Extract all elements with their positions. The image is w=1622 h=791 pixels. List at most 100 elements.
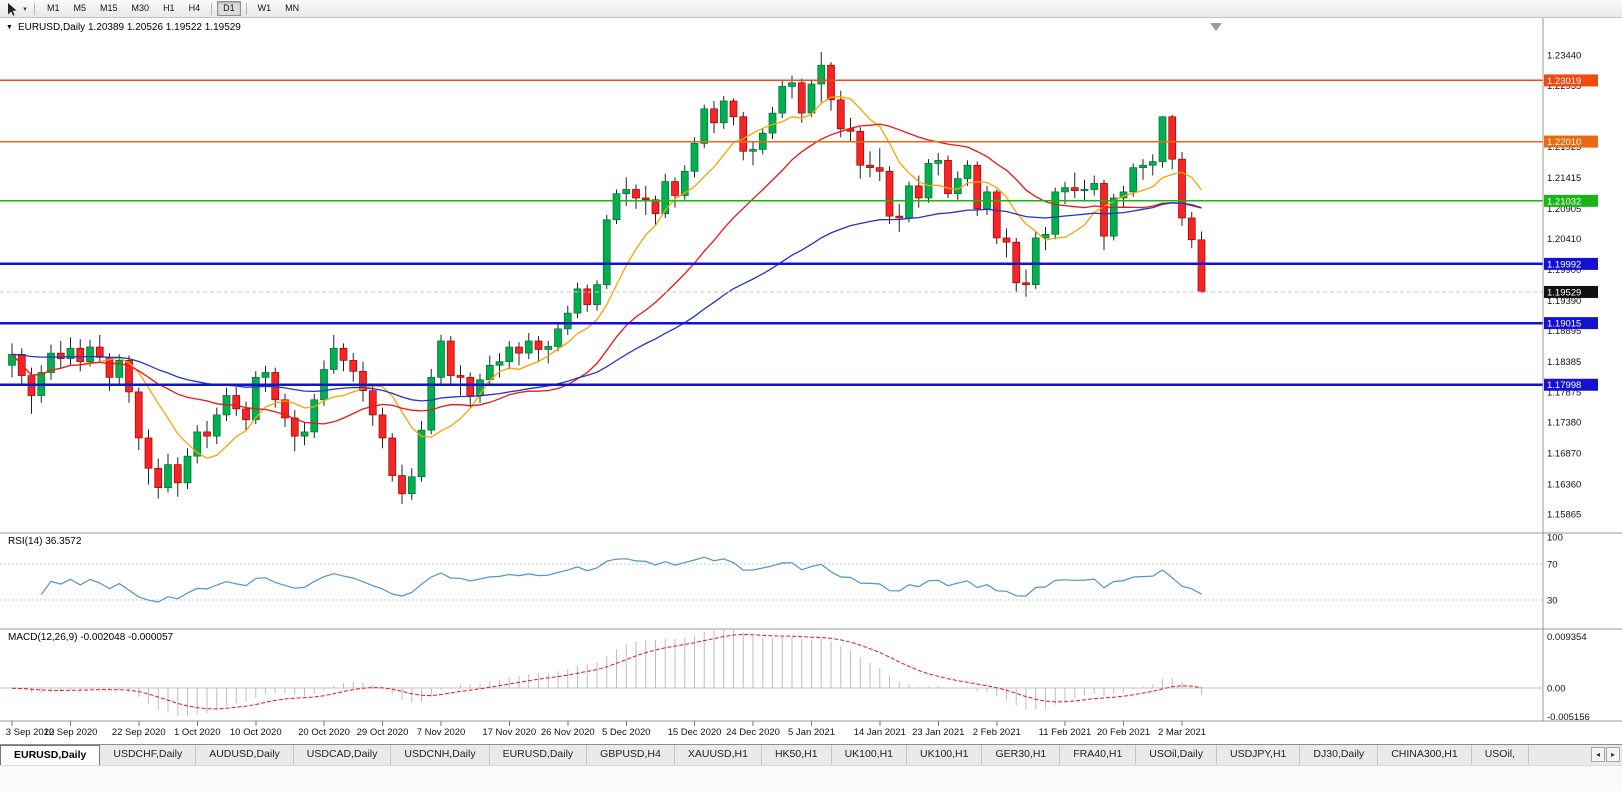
macd-pane (11, 630, 1202, 717)
svg-text:7 Nov 2020: 7 Nov 2020 (417, 727, 466, 738)
svg-text:1.16870: 1.16870 (1547, 449, 1581, 460)
top-toolbar: ▾ M1 M5 M15 M30 H1 H4 D1 W1 MN (0, 0, 1622, 18)
price-badge (1544, 378, 1598, 391)
chart-tab-gbpusd-h4[interactable]: GBPUSD,H4 (587, 745, 675, 765)
svg-text:1.18895: 1.18895 (1547, 326, 1581, 337)
svg-text:1.19529: 1.19529 (1547, 287, 1581, 298)
price-badge (1544, 257, 1598, 270)
svg-text:1.21032: 1.21032 (1547, 196, 1581, 207)
tab-scroll-left-button[interactable]: ◂ (1591, 747, 1605, 762)
svg-text:1.17875: 1.17875 (1547, 388, 1581, 399)
svg-text:14 Jan 2021: 14 Jan 2021 (854, 727, 906, 738)
svg-text:1.23440: 1.23440 (1547, 50, 1581, 61)
collapse-triangle-icon[interactable]: ▼ (6, 24, 13, 31)
candles-group (8, 51, 1206, 505)
macd-signal-line (11, 633, 1202, 710)
svg-text:26 Nov 2020: 26 Nov 2020 (541, 727, 595, 738)
ohlc-text: EURUSD,Daily 1.20389 1.20526 1.19522 1.1… (17, 22, 241, 33)
svg-text:1.21415: 1.21415 (1547, 173, 1581, 184)
svg-text:1.19900: 1.19900 (1547, 265, 1581, 276)
chart-tab-china300-h1[interactable]: CHINA300,H1 (1378, 745, 1472, 765)
svg-text:1.19015: 1.19015 (1547, 319, 1581, 330)
timeframe-M5-button[interactable]: M5 (68, 1, 93, 16)
chart-tab-eurusd-daily[interactable]: EURUSD,Daily (0, 745, 101, 765)
timeframe-M1-button[interactable]: M1 (41, 1, 66, 16)
timeframe-H4-button[interactable]: H4 (183, 1, 207, 16)
svg-text:1.22010: 1.22010 (1547, 137, 1581, 148)
svg-text:29 Oct 2020: 29 Oct 2020 (357, 727, 409, 738)
svg-text:20 Feb 2021: 20 Feb 2021 (1097, 727, 1150, 738)
chart-window[interactable]: 1.23440 1.22935 1.21925 1.21415 1.20905 1.204… (0, 18, 1622, 744)
timeframe-D1-button[interactable]: D1 (217, 1, 241, 16)
rsi-axis-labels: 100 70 30 (1547, 533, 1563, 607)
price-badge (1544, 74, 1598, 87)
svg-text:1.22935: 1.22935 (1547, 81, 1581, 92)
tab-scroll-right-button[interactable]: ▸ (1606, 747, 1620, 762)
chart-tab-audusd-daily[interactable]: AUDUSD,Daily (196, 745, 294, 765)
svg-text:11 Feb 2021: 11 Feb 2021 (1039, 727, 1092, 738)
ma-fast-line (11, 96, 1203, 459)
rsi-line (40, 556, 1202, 603)
chart-ohlc-info[interactable]: ▼ EURUSD,Daily 1.20389 1.20526 1.19522 1… (6, 22, 241, 33)
svg-text:1.18385: 1.18385 (1547, 357, 1581, 368)
timeframe-M30-button[interactable]: M30 (126, 1, 156, 16)
chart-tab-xauusd-h1[interactable]: XAUUSD,H1 (675, 745, 762, 765)
chart-tabs: EURUSD,Daily USDCHF,Daily AUDUSD,Daily USDC… (0, 745, 1622, 765)
svg-text:1.15865: 1.15865 (1547, 510, 1581, 521)
timeframe-M15-button[interactable]: M15 (94, 1, 124, 16)
svg-text:30: 30 (1547, 596, 1558, 607)
macd-axis-labels: 0.009354 0.00 -0.005156 (1547, 632, 1590, 723)
status-strip (0, 765, 1622, 791)
main-price-pane (8, 51, 1206, 505)
chart-tab-usdcnh-daily[interactable]: USDCNH,Daily (391, 745, 490, 765)
svg-text:0.00: 0.00 (1547, 684, 1566, 695)
svg-text:1.21925: 1.21925 (1547, 142, 1581, 153)
svg-text:22 Sep 2020: 22 Sep 2020 (112, 727, 166, 738)
chart-tab-usdchf-daily[interactable]: USDCHF,Daily (100, 745, 197, 765)
svg-text:0.009354: 0.009354 (1547, 632, 1587, 643)
timeframe-button-group: M1 M5 M15 M30 H1 H4 D1 W1 MN (40, 1, 306, 16)
svg-text:1.19390: 1.19390 (1547, 296, 1581, 307)
chart-tab-eurusd-daily[interactable]: EURUSD,Daily (490, 745, 588, 765)
dropdown-caret-icon[interactable]: ▾ (23, 5, 27, 13)
timeframe-H1-button[interactable]: H1 (157, 1, 181, 16)
chart-tab-fra40-h1[interactable]: FRA40,H1 (1060, 745, 1137, 765)
cursor-pointer-icon[interactable] (4, 1, 20, 16)
chart-tab-uk100-h1[interactable]: UK100,H1 (832, 745, 908, 765)
chart-tab-hk50-h1[interactable]: HK50,H1 (762, 745, 832, 765)
svg-text:70: 70 (1547, 560, 1558, 571)
svg-text:2 Feb 2021: 2 Feb 2021 (973, 727, 1021, 738)
toolbar-separator (245, 2, 247, 15)
rsi-pane (40, 556, 1202, 603)
chart-tab-dj30-daily[interactable]: DJ30,Daily (1300, 745, 1379, 765)
chart-tab-bar: EURUSD,Daily USDCHF,Daily AUDUSD,Daily USDC… (0, 744, 1622, 765)
svg-text:20 Oct 2020: 20 Oct 2020 (298, 727, 350, 738)
price-chart-canvas[interactable]: 1.23440 1.22935 1.21925 1.21415 1.20905 1.204… (0, 18, 1622, 744)
chart-tab-usdjpy-h1[interactable]: USDJPY,H1 (1217, 745, 1301, 765)
svg-text:1.20905: 1.20905 (1547, 204, 1581, 215)
timeframe-W1-button[interactable]: W1 (252, 1, 278, 16)
chart-tab-usoil-[interactable]: USOil, (1472, 745, 1530, 765)
price-axis-labels: 1.23440 1.22935 1.21925 1.21415 1.20905 1.204… (1547, 50, 1581, 520)
chart-shift-marker-icon[interactable] (1210, 23, 1222, 31)
chart-tab-usoil-daily[interactable]: USOil,Daily (1136, 745, 1217, 765)
svg-text:24 Dec 2020: 24 Dec 2020 (726, 727, 780, 738)
svg-text:1.20410: 1.20410 (1547, 234, 1581, 245)
svg-text:1.16360: 1.16360 (1547, 480, 1581, 491)
chart-tab-uk100-h1[interactable]: UK100,H1 (907, 745, 983, 765)
tab-scroll-controls: ◂ ▸ (1591, 747, 1620, 762)
svg-text:2 Mar 2021: 2 Mar 2021 (1158, 727, 1206, 738)
price-axis-badges: 1.23019 1.22010 1.21032 1.19992 1.19015 1.179… (1544, 74, 1598, 391)
price-badge (1544, 285, 1598, 298)
timeframe-MN-button[interactable]: MN (279, 1, 305, 16)
svg-text:15 Dec 2020: 15 Dec 2020 (668, 727, 722, 738)
rsi-label: RSI(14) 36.3572 (8, 536, 82, 547)
price-badge (1544, 135, 1598, 148)
chart-tab-usdcad-daily[interactable]: USDCAD,Daily (294, 745, 392, 765)
svg-text:10 Oct 2020: 10 Oct 2020 (230, 727, 282, 738)
chart-tab-ger30-h1[interactable]: GER30,H1 (982, 745, 1061, 765)
svg-text:3 Sep 2020: 3 Sep 2020 (6, 727, 55, 738)
price-badge (1544, 194, 1598, 207)
